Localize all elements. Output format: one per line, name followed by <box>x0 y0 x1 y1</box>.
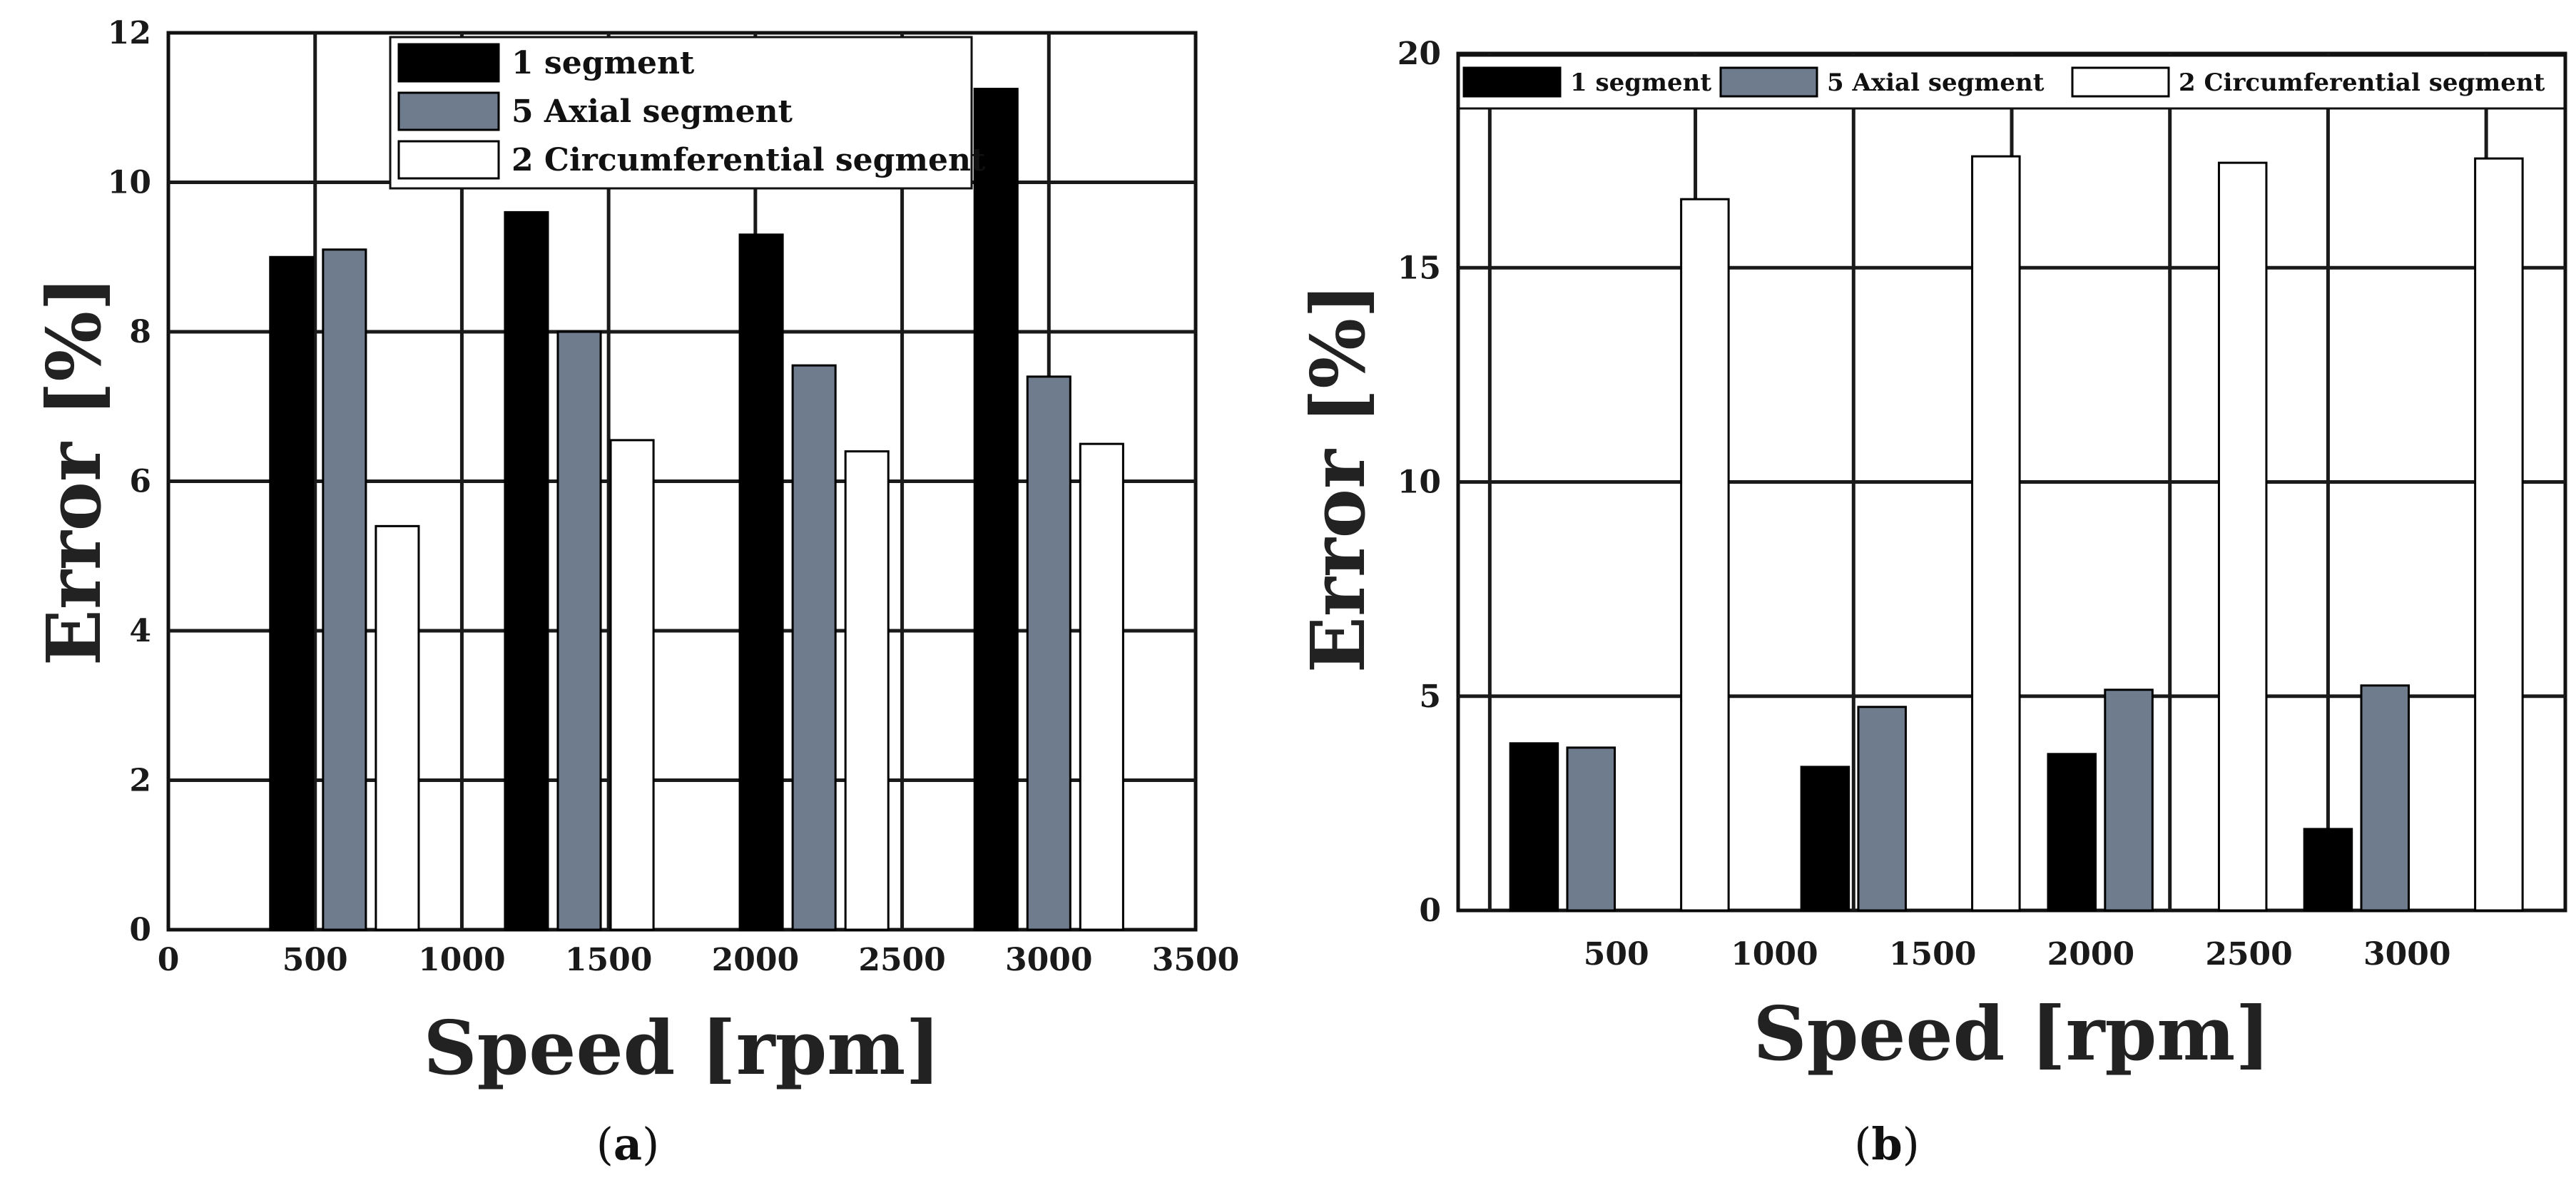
chart-a-legend-swatch-2 <box>397 91 500 131</box>
chart-a-y-tick-label: 6 <box>129 464 151 500</box>
chart-a-bars <box>269 88 1124 931</box>
chart-b-bar-series3-500 <box>1680 198 1730 912</box>
chart-b-legend-swatch-2 <box>1719 66 1818 98</box>
chart-a-bar-series3-500 <box>375 524 420 931</box>
chart-b-legend-label-1: 1 segment <box>1570 68 1711 97</box>
chart-b-bar-series1-3000 <box>2303 828 2353 912</box>
chart-b: 500 1000 1500 2000 2500 3000 0 5 10 15 20 1 segme… <box>1294 36 2567 1170</box>
chart-a-caption: (a) <box>596 1118 660 1170</box>
chart-b-y-tick-label: 0 <box>1419 893 1441 929</box>
chart-b-caption: (b) <box>1854 1118 1920 1170</box>
chart-b-bar-series2-3000 <box>2360 684 2410 912</box>
chart-b-bar-series2-500 <box>1566 746 1616 912</box>
chart-b-legend-label-3: 2 Circumferential segment <box>2179 68 2545 97</box>
chart-a-x-tick-label: 3000 <box>1005 942 1092 978</box>
chart-b-y-tick-label: 5 <box>1419 679 1441 715</box>
chart-a-legend-label-2: 5 Axial segment <box>511 93 793 130</box>
chart-b-legend-label-2: 5 Axial segment <box>1827 68 2045 97</box>
chart-a-bar-series2-1500 <box>556 330 602 931</box>
chart-b-bars <box>1509 155 2524 912</box>
chart-a-legend-label-3: 2 Circumferential segment <box>511 142 986 178</box>
chart-b-bar-series3-1500 <box>1971 155 2021 912</box>
chart-b-x-tick-label: 1500 <box>1889 936 1976 973</box>
chart-a-y-tick-label: 0 <box>129 912 151 948</box>
chart-a-bar-series3-3000 <box>1079 442 1124 931</box>
chart-a-bar-series2-3000 <box>1026 375 1071 931</box>
chart-a-legend-swatch-3 <box>397 140 500 180</box>
chart-b-bar-series2-1500 <box>1857 706 1907 912</box>
chart-a-legend-swatch-1 <box>397 43 500 83</box>
chart-a-x-axis-title: Speed [rpm] <box>423 1004 940 1092</box>
chart-b-legend-box <box>1457 54 2566 110</box>
chart-b-caption-letter: b <box>1871 1118 1902 1170</box>
chart-b-x-tick-label: 2500 <box>2205 936 2292 973</box>
chart-b-y-tick-label: 15 <box>1398 250 1441 286</box>
chart-a-legend-label-1: 1 segment <box>511 45 695 81</box>
chart-a-bar-series3-2000 <box>844 450 890 931</box>
chart-a-bar-series1-500 <box>269 255 315 931</box>
chart-b-legend: 1 segment 5 Axial segment 2 Circumferentia… <box>1457 54 2566 110</box>
chart-a-bar-series2-500 <box>322 248 367 931</box>
chart-a-x-tick-label: 1000 <box>418 942 505 978</box>
chart-a-legend: 1 segment 5 Axial segment 2 Circumferentia… <box>389 36 986 190</box>
chart-b-bar-series3-3000 <box>2474 157 2524 912</box>
chart-b-legend-swatch-1 <box>1462 66 1562 98</box>
chart-a-y-tick-label: 4 <box>129 613 151 649</box>
chart-b-bar-series2-2000 <box>2104 689 2154 912</box>
chart-a-y-tick-label: 10 <box>108 165 151 201</box>
chart-b-x-tick-label: 2000 <box>2047 936 2134 973</box>
chart-b-x-tick-label: 3000 <box>2363 936 2450 973</box>
chart-a-bar-series1-3000 <box>973 88 1019 931</box>
chart-a-x-tick-label: 2000 <box>712 942 799 978</box>
chart-b-y-ticks: 0 5 10 15 20 <box>1398 36 1441 929</box>
chart-a-bar-series2-2000 <box>791 364 837 931</box>
chart-a-x-tick-label: 2500 <box>858 942 945 978</box>
chart-b-bar-series1-2000 <box>2047 753 2097 912</box>
chart-b-y-tick-label: 20 <box>1398 36 1441 72</box>
chart-a-y-tick-label: 8 <box>129 314 151 350</box>
chart-a-bar-series1-1500 <box>504 210 549 931</box>
chart-a-y-tick-label: 2 <box>129 763 151 799</box>
chart-a: 0 500 1000 1500 2000 2500 3000 3500 0 2 4 6 8 10 12 1… <box>30 15 1239 1170</box>
chart-b-x-tick-label: 1000 <box>1731 936 1818 973</box>
chart-b-x-axis-title: Speed [rpm] <box>1753 990 2270 1077</box>
chart-a-bar-series1-2000 <box>738 233 784 931</box>
chart-a-x-ticks: 0 500 1000 1500 2000 2500 3000 3500 <box>158 942 1240 978</box>
chart-b-y-tick-label: 10 <box>1398 464 1441 501</box>
chart-a-y-tick-label: 12 <box>108 15 151 51</box>
chart-b-x-ticks: 500 1000 1500 2000 2500 3000 <box>1584 936 2451 973</box>
chart-a-x-tick-label: 3500 <box>1152 942 1239 978</box>
chart-a-y-ticks: 0 2 4 6 8 10 12 <box>108 15 151 948</box>
chart-a-bar-series3-1500 <box>609 439 655 931</box>
chart-a-caption-letter: a <box>614 1118 642 1170</box>
chart-a-x-tick-label: 0 <box>158 942 180 978</box>
chart-a-y-axis-title: Error [%] <box>30 276 118 666</box>
chart-b-bar-series1-1500 <box>1800 766 1850 912</box>
chart-b-bar-series3-2000 <box>2217 161 2268 912</box>
chart-a-x-tick-label: 1500 <box>565 942 652 978</box>
chart-b-y-axis-title: Error [%] <box>1294 283 1382 673</box>
chart-b-legend-swatch-3 <box>2071 66 2170 98</box>
chart-a-x-tick-label: 500 <box>282 942 348 978</box>
chart-b-x-tick-label: 500 <box>1584 936 1649 973</box>
chart-b-bar-series1-500 <box>1509 742 1559 912</box>
